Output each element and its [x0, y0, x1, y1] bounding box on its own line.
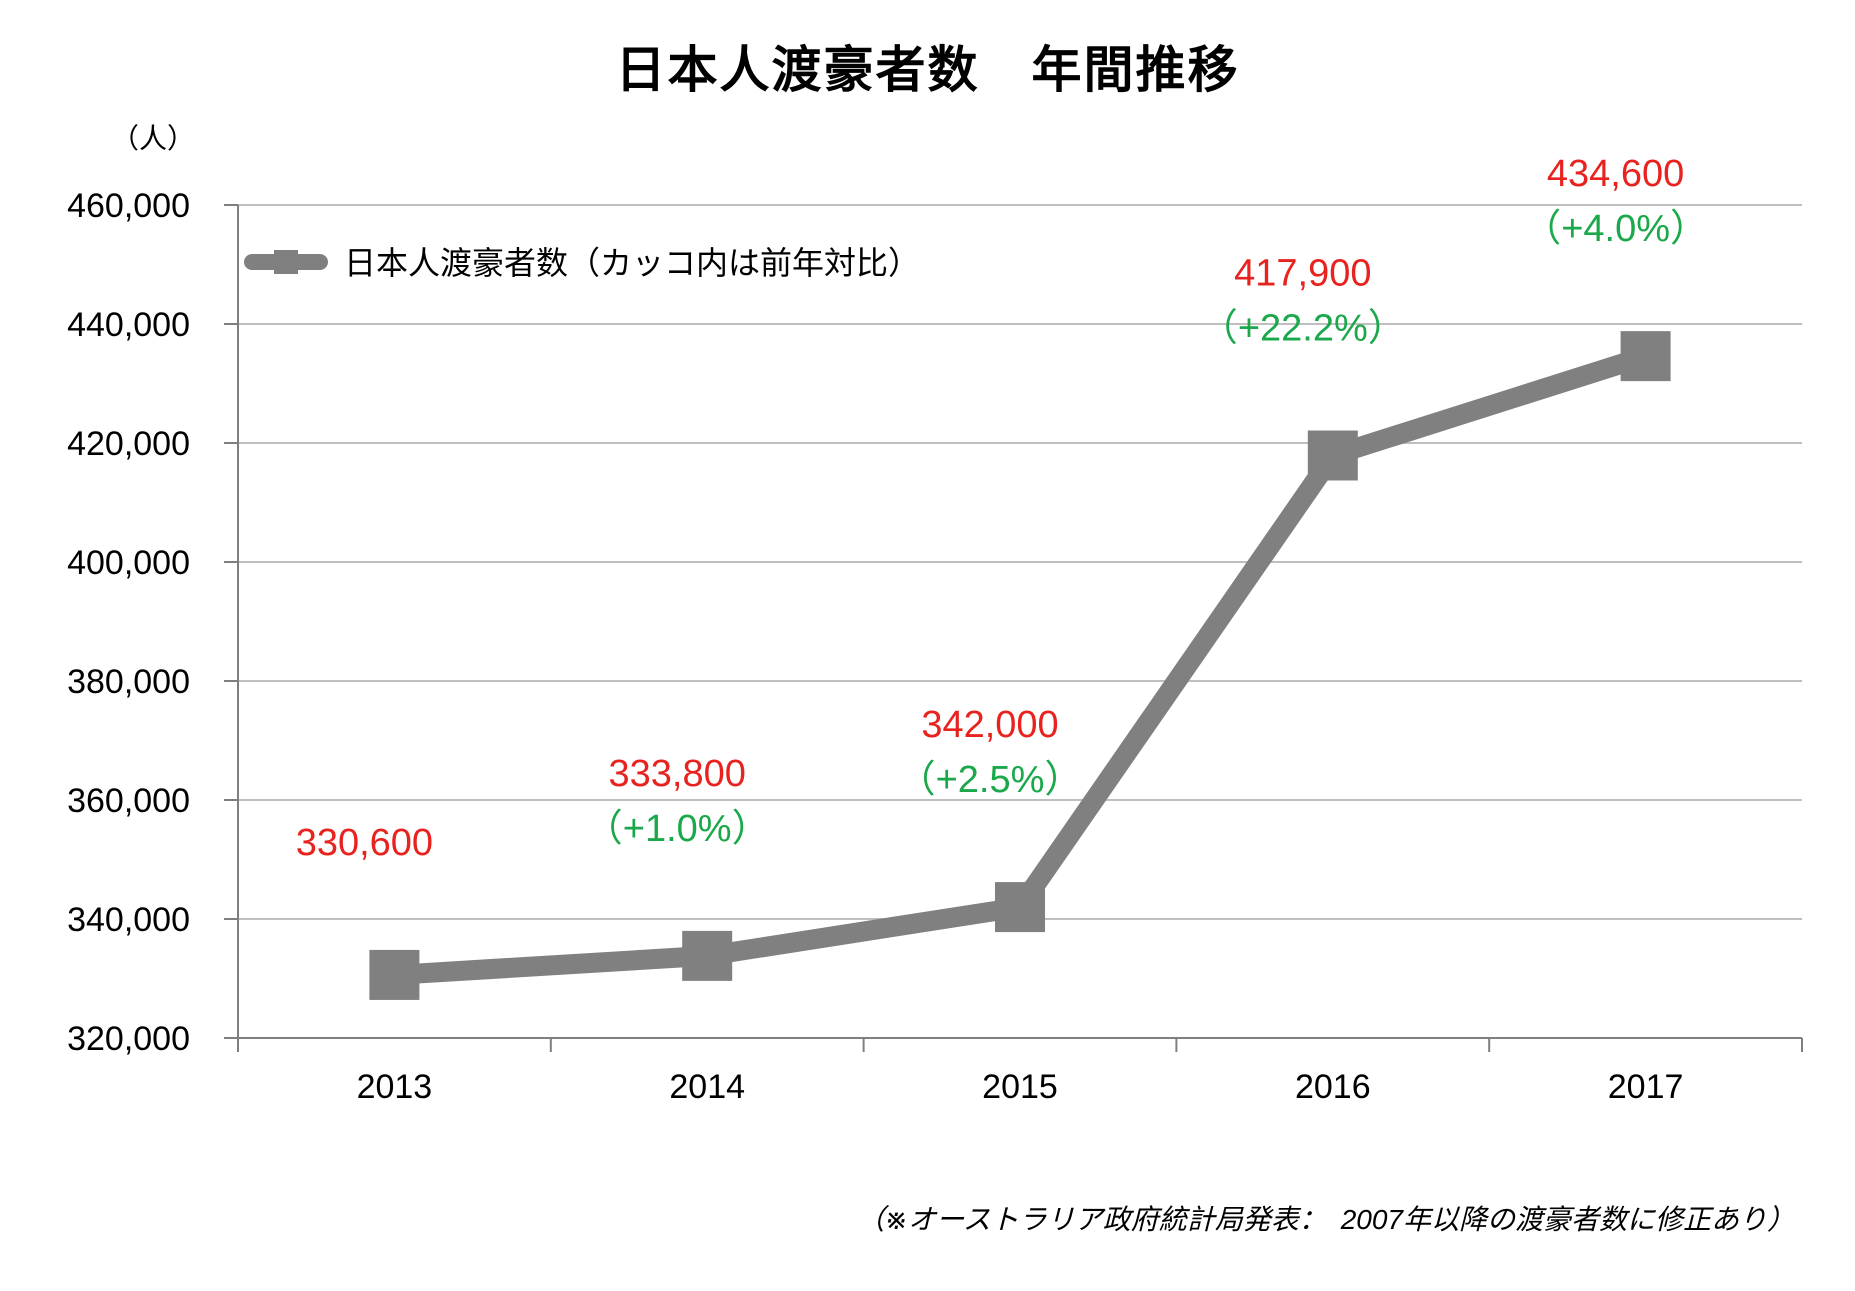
legend-label: 日本人渡豪者数（カッコ内は前年対比） [344, 245, 920, 281]
series-line [369, 331, 1671, 1000]
data-label-value: 333,800 [609, 753, 746, 795]
y-tick-label: 440,000 [67, 306, 190, 344]
data-point-marker [995, 882, 1045, 933]
data-label-growth: （+2.5%） [898, 759, 1083, 801]
chart-title: 日本人渡豪者数 年間推移 [615, 42, 1240, 98]
legend: 日本人渡豪者数（カッコ内は前年対比） [244, 245, 920, 281]
data-label-value: 417,900 [1234, 252, 1371, 294]
data-label-growth: （+22.2%） [1200, 307, 1406, 349]
x-tick-label: 2017 [1608, 1068, 1684, 1106]
data-point-marker [1307, 430, 1358, 481]
y-tick-label: 360,000 [67, 782, 190, 820]
y-tick-label: 400,000 [67, 544, 190, 582]
grid-lines [238, 204, 1802, 920]
data-label-value: 434,600 [1547, 153, 1684, 195]
footnote: （※オーストラリア政府統計局発表： 2007年以降の渡豪者数に修正あり） [856, 1204, 1795, 1235]
x-tick-label: 2014 [669, 1068, 745, 1106]
x-tick-label: 2016 [1295, 1068, 1371, 1106]
data-label-growth: （+4.0%） [1523, 208, 1708, 250]
x-tick-label: 2015 [982, 1068, 1058, 1106]
y-tick-label: 320,000 [67, 1020, 190, 1058]
y-tick-label: 460,000 [67, 187, 190, 225]
y-tick-label: 420,000 [67, 425, 190, 463]
y-tick-label: 380,000 [67, 663, 190, 701]
data-point-marker [682, 930, 733, 981]
data-labels: 330,600 333,800 （+1.0%） 342,000 （+2.5%） 417,9… [296, 153, 1708, 864]
axes: （人） 320,000 340,000 360,000 380,000 400,000 42… [67, 123, 1803, 1106]
data-label-growth: （+1.0%） [585, 808, 770, 850]
legend-marker-swatch [274, 250, 298, 274]
data-point-marker [369, 949, 420, 1000]
data-label-value: 330,600 [296, 822, 433, 864]
y-axis-unit-label: （人） [111, 123, 195, 154]
x-tick-label: 2013 [357, 1068, 433, 1106]
data-label-value: 342,000 [921, 704, 1058, 746]
y-tick-label: 340,000 [67, 901, 190, 939]
data-point-marker [1620, 331, 1671, 382]
